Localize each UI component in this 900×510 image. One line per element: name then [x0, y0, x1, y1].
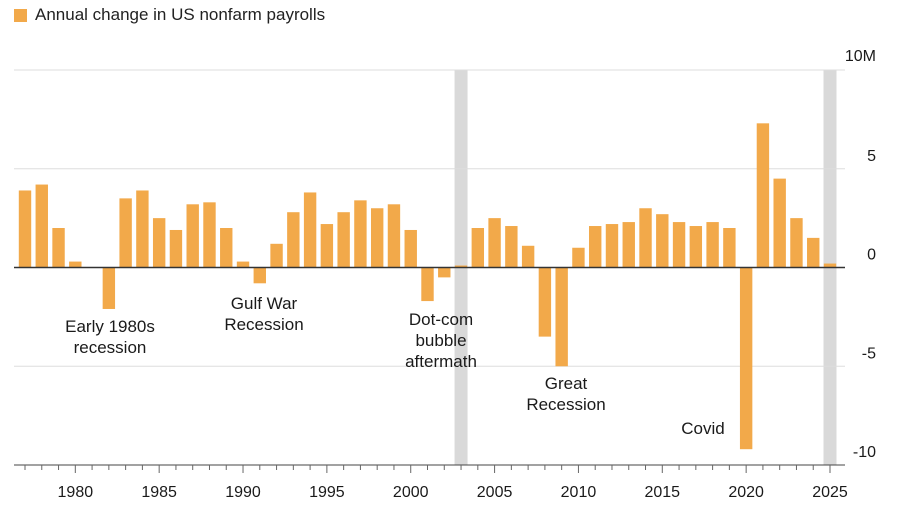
bar-2012: [605, 224, 619, 268]
bar-2019: [723, 228, 736, 268]
bar-1995: [320, 224, 334, 268]
annotation-line: Early 1980s: [65, 317, 155, 336]
bar-1990: [236, 261, 250, 268]
x-tick-label: 2015: [644, 484, 680, 501]
bar-1978: [35, 184, 48, 268]
bar-2002: [438, 267, 451, 278]
annotations: Early 1980s recession Gulf War Recession Dot…: [65, 294, 725, 438]
bar-1992: [270, 243, 283, 268]
y-axis-labels: 10M 5 0 -5 -10: [845, 48, 876, 461]
bar-2000: [404, 229, 417, 268]
annotation: Early 1980s recession: [65, 317, 155, 357]
annotation: Covid: [681, 419, 724, 438]
annotation-line: Recession: [224, 315, 303, 334]
bar-2010: [572, 247, 585, 268]
legend-swatch: [14, 8, 27, 22]
bar-2008: [538, 267, 552, 337]
bar-2009: [555, 267, 568, 367]
bar-1979: [52, 228, 65, 268]
x-tick-label: 2020: [728, 484, 764, 501]
annotation: Dot-com bubble aftermath: [405, 310, 477, 371]
x-tick-label: 1990: [225, 484, 261, 501]
bar-2005: [488, 218, 501, 268]
bar-1993: [287, 212, 300, 268]
bar-1983: [119, 198, 132, 268]
x-tick-label: 2025: [812, 484, 848, 501]
x-axis: 1980 1985 1990 1995 2000 2005 2010 2015 2020 2025: [14, 464, 848, 501]
bar-1996: [337, 212, 350, 268]
x-tick-label: 1995: [309, 484, 345, 501]
annotation: Gulf War Recession: [224, 294, 303, 334]
bar-2021: [756, 123, 770, 268]
x-tick-label: 2005: [477, 484, 513, 501]
y-tick-label: 5: [867, 148, 876, 165]
x-tick-label: 2000: [393, 484, 429, 501]
annotation-line: Great: [545, 374, 588, 393]
bar-2020: [739, 267, 753, 450]
annotation-line: Covid: [681, 419, 724, 438]
bar-1994: [303, 192, 317, 268]
annotation-line: Recession: [526, 395, 605, 414]
bar-2018: [706, 222, 719, 268]
bar-2025: [823, 263, 837, 268]
bar-2007: [521, 245, 535, 268]
y-tick-label: -10: [853, 444, 876, 461]
bar-2003: [454, 265, 468, 268]
bars: [18, 123, 837, 450]
annotation-line: bubble: [415, 331, 466, 350]
bar-1980: [69, 261, 82, 268]
bar-2023: [790, 218, 803, 268]
bar-1987: [186, 204, 199, 268]
y-tick-label: -5: [862, 345, 876, 362]
x-tick-label: 1980: [58, 484, 94, 501]
bar-2024: [807, 237, 820, 268]
y-tick-label: 0: [867, 247, 876, 264]
bar-1989: [220, 228, 233, 268]
bar-1997: [354, 200, 367, 268]
bar-1982: [102, 267, 116, 309]
bar-2006: [505, 226, 518, 268]
bar-1984: [136, 190, 149, 268]
bar-1999: [387, 204, 401, 268]
bar-2016: [672, 222, 686, 268]
legend: Annual change in US nonfarm payrolls: [14, 4, 325, 26]
bar-1998: [370, 208, 384, 268]
bar-2013: [622, 222, 635, 268]
bar-2017: [689, 226, 703, 268]
x-tick-label: 1985: [141, 484, 177, 501]
bar-1986: [169, 229, 183, 268]
x-tick-label: 2010: [561, 484, 597, 501]
bar-1977: [18, 190, 32, 268]
bar-2011: [589, 226, 602, 268]
bar-1988: [203, 202, 216, 268]
bar-2022: [773, 178, 786, 268]
annotation-line: Gulf War: [231, 294, 298, 313]
annotation-line: aftermath: [405, 352, 477, 371]
bar-1985: [152, 218, 166, 268]
bar-2004: [471, 228, 485, 268]
bar-2001: [421, 267, 434, 302]
annotation-line: recession: [74, 338, 147, 357]
bar-1991: [253, 267, 266, 284]
annotation: Great Recession: [526, 374, 605, 414]
annotation-line: Dot-com: [409, 310, 473, 329]
y-tick-label: 10M: [845, 48, 876, 65]
bar-2014: [639, 208, 652, 268]
bar-2015: [656, 214, 669, 268]
legend-label: Annual change in US nonfarm payrolls: [35, 5, 326, 24]
